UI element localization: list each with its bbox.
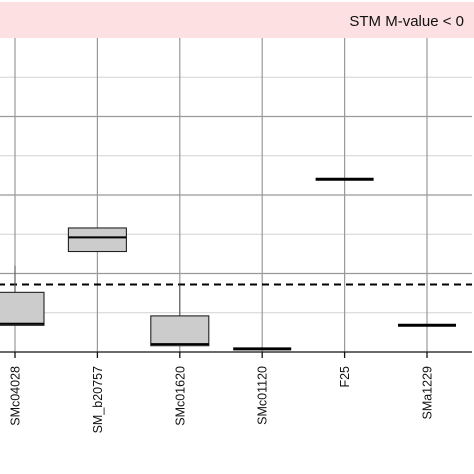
box-smc04028 — [0, 265, 45, 326]
facet-strip-label: STM M-value < 0 — [349, 13, 464, 30]
box-iqr — [67, 227, 127, 253]
minor-gridlines — [0, 76, 472, 314]
x-tick-label: F25 — [338, 366, 352, 388]
box-series — [0, 177, 456, 351]
x-tick-label: SMc01620 — [173, 366, 187, 426]
x-axis-tick-labels: SMc04028 SM_b20757 SMc01620 SMc01120 F25 SMa1… — [9, 366, 435, 433]
x-tick-label: SMc01120 — [256, 366, 270, 425]
x-tick-label: SM_b20757 — [91, 366, 105, 433]
x-tick-label: SMc04028 — [9, 366, 23, 426]
box-iqr — [150, 315, 210, 347]
x-tick-label: SMa1229 — [421, 366, 435, 420]
major-gridlines — [0, 115, 472, 275]
box-smc01620 — [150, 284, 210, 347]
facet-strip — [0, 2, 474, 38]
box-sm-b20757 — [67, 227, 127, 253]
x-axis-ticks — [14, 352, 428, 358]
box-iqr — [0, 291, 45, 326]
